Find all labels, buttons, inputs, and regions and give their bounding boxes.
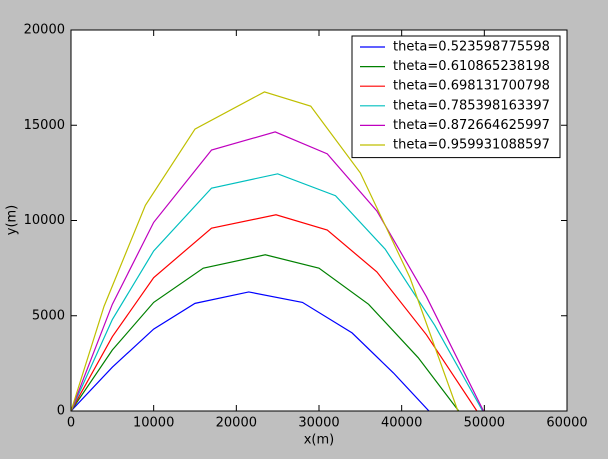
x-tick-label: 20000 — [216, 416, 257, 431]
legend-box — [351, 35, 561, 159]
x-tick-label: 50000 — [464, 416, 505, 431]
series-line — [71, 91, 459, 411]
plot-frame — [70, 29, 568, 412]
x-tick-label: 10000 — [133, 416, 174, 431]
legend-label: theta=0.523598775598 — [393, 40, 550, 55]
y-tick-label: 5000 — [32, 308, 65, 323]
y-axis-label: y(m) — [5, 205, 20, 236]
x-tick-label: 30000 — [298, 416, 339, 431]
x-tick-label: 60000 — [546, 416, 587, 431]
series-line — [71, 214, 478, 411]
series-line — [71, 131, 485, 411]
legend-label: theta=0.872664625997 — [393, 118, 550, 133]
x-axis-label: x(m) — [304, 433, 335, 448]
y-tick-label: 20000 — [24, 23, 65, 38]
y-tick-label: 10000 — [24, 213, 65, 228]
x-tick-label: 0 — [67, 416, 75, 431]
series-line — [71, 254, 460, 411]
legend-label: theta=0.785398163397 — [393, 98, 550, 113]
legend-label: theta=0.698131700798 — [393, 79, 550, 94]
y-tick-label: 15000 — [24, 118, 65, 133]
series-line — [71, 291, 430, 411]
legend-label: theta=0.959931088597 — [393, 138, 550, 153]
y-tick-label: 0 — [57, 404, 65, 419]
legend-label: theta=0.610865238198 — [393, 59, 550, 74]
x-tick-label: 40000 — [381, 416, 422, 431]
